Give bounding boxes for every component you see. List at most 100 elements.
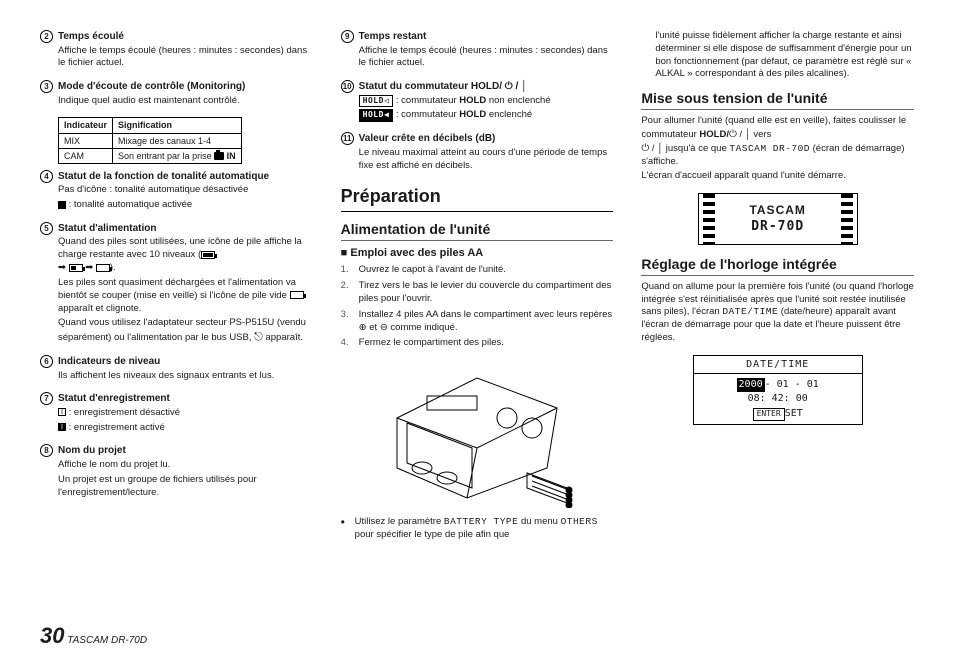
power-on-p1: Pour allumer l'unité (quand elle est en …: [641, 115, 914, 168]
item-10-l1: HOLD◁ : commutateur HOLD non enclenché: [359, 95, 614, 108]
heading-preparation: Préparation: [341, 184, 614, 211]
dt-date-rest: - 01 - 01: [765, 379, 819, 390]
heading-aa: ■ Emploi avec des piles AA: [341, 246, 614, 261]
item-2-title: Temps écoulé: [58, 30, 313, 44]
splash-screen: TASCAM DR-70D: [698, 193, 858, 245]
step-1: Ouvrez le capot à l'avant de l'unité.: [341, 264, 614, 277]
dt-time: 08: 42: 00: [694, 392, 862, 406]
note-continuation: l'unité puisse fidèlement afficher la ch…: [641, 30, 914, 81]
item-8-l2: Un projet est un groupe de fichiers util…: [58, 474, 313, 500]
item-3-title: Mode d'écoute de contrôle (Monitoring): [58, 80, 313, 94]
num-6: 6: [40, 355, 53, 368]
item-6-text: Ils affichent les niveaux des signaux en…: [58, 370, 313, 383]
dt-header: DATE/TIME: [694, 356, 862, 375]
item-4-title: Statut de la fonction de tonalité automa…: [58, 170, 313, 184]
item-8: 8 Nom du projet Affiche le nom du projet…: [40, 444, 313, 501]
item-4: 4 Statut de la fonction de tonalité auto…: [40, 170, 313, 214]
battery-steps: Ouvrez le capot à l'avant de l'unité. Ti…: [341, 264, 614, 350]
num-7: 7: [40, 392, 53, 405]
rec-on-icon: I: [58, 423, 66, 431]
item-5-p3: Quand vous utilisez l'adaptateur secteur…: [58, 317, 313, 345]
bullet-icon: •: [341, 516, 355, 542]
item-8-title: Nom du projet: [58, 444, 313, 458]
battery-full-icon: [201, 251, 215, 259]
item-4-line2: : tonalité automatique activée: [58, 199, 313, 212]
item-2: 2 Temps écoulé Affiche le temps écoulé (…: [40, 30, 313, 72]
camera-icon: [214, 152, 224, 160]
item-9-title: Temps restant: [359, 30, 614, 44]
item-7-l2: I : enregistrement activé: [58, 422, 313, 435]
rec-off-icon: I: [58, 408, 66, 416]
td-cam-desc: Son entrant par la prise IN: [113, 148, 242, 163]
item-6: 6 Indicateurs de niveau Ils affichent le…: [40, 355, 313, 384]
slate-icon: [58, 201, 66, 209]
datetime-screen: DATE/TIME 2000- 01 - 01 08: 42: 00 ENTER…: [693, 355, 863, 425]
th-indicator: Indicateur: [59, 118, 113, 133]
step-3: Installez 4 piles AA dans le compartimen…: [341, 309, 614, 335]
item-11: 11 Valeur crête en décibels (dB) Le nive…: [341, 132, 614, 174]
splash-brand: TASCAM: [749, 202, 805, 218]
device-illustration: [377, 358, 577, 508]
item-5-p1: Quand des piles sont utilisées, une icôn…: [58, 236, 313, 274]
item-5: 5 Statut d'alimentation Quand des piles …: [40, 222, 313, 347]
item-5-title: Statut d'alimentation: [58, 222, 313, 236]
num-5: 5: [40, 222, 53, 235]
td-mix: MIX: [59, 133, 113, 148]
battery-empty-icon: [96, 264, 110, 272]
power-icon: ⏻: [505, 81, 513, 92]
item-9-text: Affiche le temps écoulé (heures : minute…: [359, 45, 614, 71]
item-2-text: Affiche le temps écoulé (heures : minute…: [58, 45, 313, 71]
column-2: 9 Temps restant Affiche le temps écoulé …: [341, 30, 614, 609]
page-footer: 30 TASCAM DR-70D: [40, 621, 914, 651]
num-2: 2: [40, 30, 53, 43]
item-4-line1: Pas d'icône : tonalité automatique désac…: [58, 184, 313, 197]
power-icon-2: ⏻: [729, 129, 737, 140]
step-2: Tirez vers le bas le levier du couvercle…: [341, 280, 614, 306]
item-5-p2: Les piles sont quasiment déchargées et l…: [58, 277, 313, 315]
item-3: 3 Mode d'écoute de contrôle (Monitoring)…: [40, 80, 313, 109]
item-7: 7 Statut d'enregistrement I : enregistre…: [40, 392, 313, 436]
num-10: 10: [341, 80, 354, 93]
item-8-l1: Affiche le nom du projet lu.: [58, 459, 313, 472]
heading-power-on: Mise sous tension de l'unité: [641, 89, 914, 110]
battery-type-note: • Utilisez le paramètre BATTERY TYPE du …: [341, 516, 614, 542]
power-on-p2: L'écran d'accueil apparaît quand l'unité…: [641, 170, 914, 183]
num-3: 3: [40, 80, 53, 93]
item-10-title: Statut du commutateur HOLD/ ⏻ / │: [359, 80, 614, 94]
clock-p: Quand on allume pour la première fois l'…: [641, 281, 914, 345]
dt-year: 2000: [737, 378, 765, 392]
footer-model: TASCAM DR-70D: [67, 635, 147, 646]
item-10: 10 Statut du commutateur HOLD/ ⏻ / │ HOL…: [341, 80, 614, 124]
power-icon-3: ⏻: [641, 143, 649, 154]
item-7-l1: I : enregistrement désactivé: [58, 407, 313, 420]
item-11-text: Le niveau maximal atteint au cours d'une…: [359, 147, 614, 173]
battery-half-icon: [69, 264, 83, 272]
battery-empty-icon-2: [290, 291, 304, 299]
hold-on-icon: HOLD◀: [359, 109, 394, 122]
item-6-title: Indicateurs de niveau: [58, 355, 313, 369]
column-3: l'unité puisse fidèlement afficher la ch…: [641, 30, 914, 609]
monitoring-table: Indicateur Signification MIX Mixage des …: [58, 117, 242, 163]
step-4: Fermez le compartiment des piles.: [341, 337, 614, 350]
num-11: 11: [341, 132, 354, 145]
item-3-text: Indique quel audio est maintenant contrô…: [58, 95, 313, 108]
enter-key-icon: ENTER: [753, 408, 785, 421]
heading-power: Alimentation de l'unité: [341, 220, 614, 241]
num-4: 4: [40, 170, 53, 183]
num-9: 9: [341, 30, 354, 43]
heading-clock: Réglage de l'horloge intégrée: [641, 255, 914, 276]
item-7-title: Statut d'enregistrement: [58, 392, 313, 406]
page-number: 30: [40, 623, 64, 648]
item-9: 9 Temps restant Affiche le temps écoulé …: [341, 30, 614, 72]
num-8: 8: [40, 444, 53, 457]
td-cam: CAM: [59, 148, 113, 163]
dt-footer: ENTERSET: [694, 406, 862, 424]
splash-model: DR-70D: [749, 218, 805, 236]
column-1: 2 Temps écoulé Affiche le temps écoulé (…: [40, 30, 313, 609]
hold-off-icon: HOLD◁: [359, 95, 394, 108]
usb-icon: ⎋: [254, 331, 263, 343]
td-mix-desc: Mixage des canaux 1-4: [113, 133, 242, 148]
item-11-title: Valeur crête en décibels (dB): [359, 132, 614, 146]
item-10-l2: HOLD◀ : commutateur HOLD enclenché: [359, 109, 614, 122]
th-meaning: Signification: [113, 118, 242, 133]
